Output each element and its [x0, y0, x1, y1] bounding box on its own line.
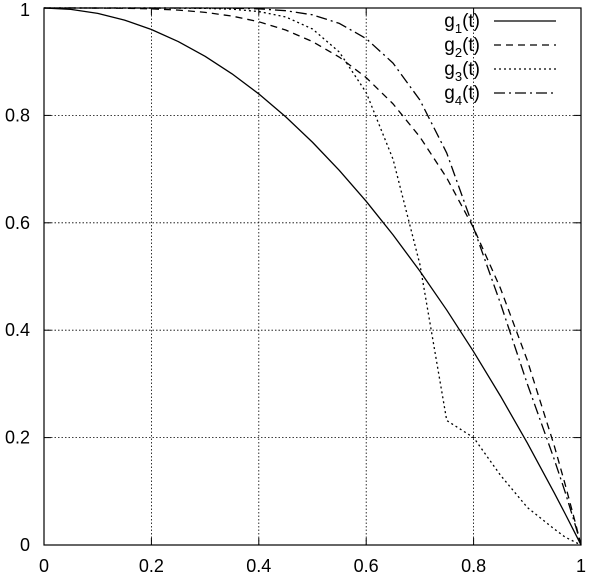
x-tick-label: 0.2 [139, 556, 164, 576]
series-line-4 [44, 7, 582, 546]
ticks: 0 0.2 0.4 0.6 0.8 1 0 0.2 0.4 0.6 0.8 1 [5, 0, 586, 576]
legend: g1(t)g2(t)g3(t)g4(t) [444, 11, 556, 108]
y-tick-label: 0.8 [5, 105, 30, 125]
x-tick-label: 0.6 [354, 556, 379, 576]
x-tick-label: 0.4 [246, 556, 271, 576]
x-tick-label: 0 [39, 556, 49, 576]
legend-label-2: g2(t) [444, 35, 480, 60]
y-tick-label: 1 [20, 0, 30, 20]
legend-label-3: g3(t) [444, 59, 480, 84]
x-tick-label: 0.8 [461, 556, 486, 576]
legend-label-1: g1(t) [444, 11, 480, 36]
y-tick-label: 0 [20, 535, 30, 555]
x-tick-label: 1 [576, 556, 586, 576]
series-line-1 [43, 7, 582, 546]
series-group [43, 7, 582, 546]
grid [44, 8, 581, 545]
y-tick-label: 0.6 [5, 213, 30, 233]
y-tick-label: 0.2 [5, 428, 30, 448]
plot-frame [43, 7, 582, 546]
series-line-3 [44, 7, 582, 546]
series-line-2 [44, 7, 582, 546]
legend-label-4: g4(t) [444, 83, 480, 108]
y-tick-label: 0.4 [5, 320, 30, 340]
